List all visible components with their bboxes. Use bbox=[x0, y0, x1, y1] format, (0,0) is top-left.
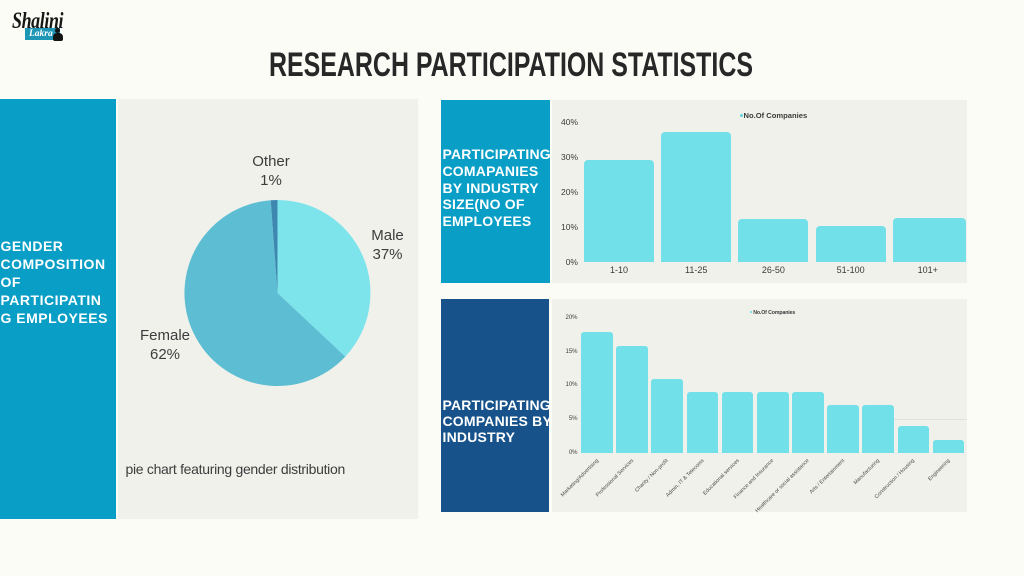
svg-text:RESEARCH PARTICIPATION STATIST: RESEARCH PARTICIPATION STATISTICS bbox=[269, 46, 753, 84]
